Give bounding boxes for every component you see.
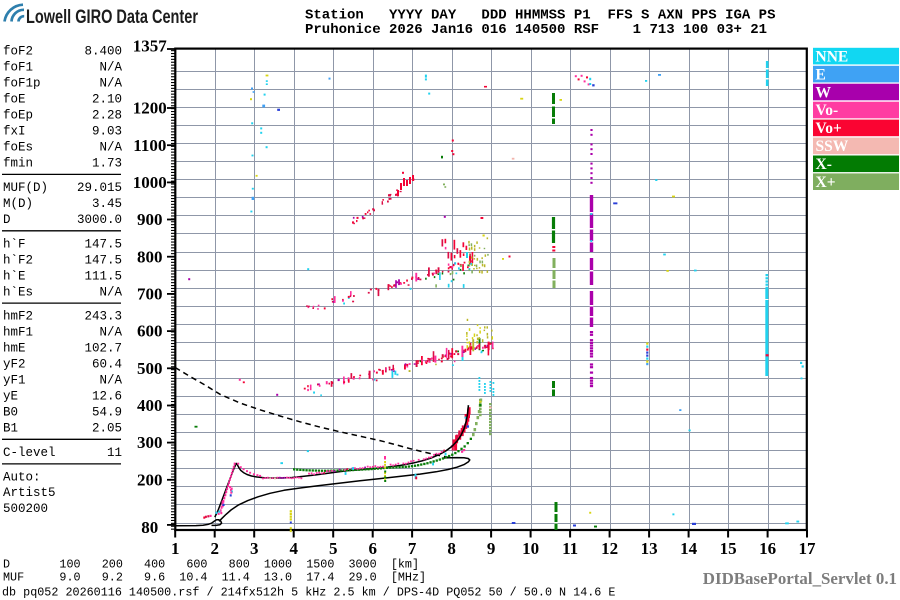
svg-text:147.5: 147.5 [84, 238, 122, 252]
svg-text:yF2: yF2 [3, 358, 26, 372]
svg-text:147.5: 147.5 [84, 254, 122, 268]
svg-text:N/A: N/A [99, 286, 122, 300]
svg-text:200: 200 [137, 470, 163, 489]
svg-text:2.05: 2.05 [92, 422, 122, 436]
svg-text:N/A: N/A [99, 60, 122, 74]
svg-text:Pruhonice 2026 Jan16 016 14050: Pruhonice 2026 Jan16 016 140500 RSF 1 71… [305, 22, 767, 38]
svg-text:foE: foE [3, 92, 26, 106]
svg-text:400: 400 [137, 396, 163, 415]
svg-text:9: 9 [487, 539, 496, 558]
svg-text:DIDBasePortal_Servlet 0.1: DIDBasePortal_Servlet 0.1 [703, 569, 897, 588]
svg-text:243.3: 243.3 [84, 310, 122, 324]
svg-text:NNE: NNE [816, 48, 849, 65]
svg-text:80: 80 [141, 518, 158, 537]
svg-text:1100: 1100 [133, 136, 166, 155]
svg-text:Auto:: Auto: [3, 471, 41, 485]
svg-text:8: 8 [447, 539, 456, 558]
svg-text:60.4: 60.4 [92, 358, 122, 372]
svg-text:2: 2 [210, 539, 219, 558]
svg-text:D: D [3, 213, 11, 227]
svg-text:16: 16 [759, 539, 776, 558]
svg-text:MUF(D): MUF(D) [3, 181, 48, 195]
svg-text:700: 700 [137, 285, 163, 304]
svg-text:300: 300 [137, 433, 163, 452]
svg-text:500: 500 [137, 359, 163, 378]
svg-text:1200: 1200 [133, 99, 167, 118]
svg-text:11: 11 [562, 539, 578, 558]
svg-text:hmE: hmE [3, 342, 26, 356]
svg-text:29.015: 29.015 [77, 181, 122, 195]
svg-text:12: 12 [601, 539, 618, 558]
svg-text:900: 900 [137, 210, 163, 229]
svg-text:Vo-: Vo- [816, 102, 839, 119]
svg-text:Vo+: Vo+ [816, 120, 843, 137]
svg-text:hmF1: hmF1 [3, 326, 33, 340]
svg-text:1000: 1000 [133, 173, 167, 192]
svg-text:h`F2: h`F2 [3, 254, 33, 268]
svg-text:N/A: N/A [99, 374, 122, 388]
svg-text:yF1: yF1 [3, 374, 26, 388]
svg-text:db pq052 20260116 140500.rsf /: db pq052 20260116 140500.rsf / 214fx512h… [2, 586, 615, 600]
svg-text:5: 5 [329, 539, 338, 558]
svg-text:fmin: fmin [3, 156, 33, 170]
svg-text:D 100 200 400 600: D 100 200 400 600 800 1000 1500 3000 [km… [3, 558, 419, 572]
svg-text:N/A: N/A [99, 76, 122, 90]
svg-text:1357: 1357 [133, 37, 168, 56]
svg-text:102.7: 102.7 [84, 342, 122, 356]
svg-text:W: W [816, 84, 832, 101]
svg-text:14: 14 [680, 539, 698, 558]
svg-text:12.6: 12.6 [92, 390, 122, 404]
svg-text:500200: 500200 [3, 502, 48, 516]
svg-text:foEp: foEp [3, 108, 33, 122]
svg-text:Station YYYY DAY DDD HHMMS: Station YYYY DAY DDD HHMMSS P1 FFS S AXN… [305, 7, 775, 23]
svg-text:6: 6 [368, 539, 377, 558]
svg-text:foF1p: foF1p [3, 76, 41, 90]
svg-text:1: 1 [171, 539, 180, 558]
svg-text:8.400: 8.400 [84, 44, 122, 58]
svg-text:fxI: fxI [3, 124, 26, 138]
svg-text:54.9: 54.9 [92, 406, 122, 420]
svg-text:h`E: h`E [3, 270, 26, 284]
svg-text:1.73: 1.73 [92, 156, 122, 170]
svg-text:E: E [816, 66, 826, 83]
svg-text:foF1: foF1 [3, 60, 33, 74]
svg-text:foEs: foEs [3, 140, 33, 154]
svg-text:600: 600 [137, 322, 163, 341]
svg-text:3000.0: 3000.0 [77, 213, 122, 227]
svg-text:2.10: 2.10 [92, 92, 122, 106]
svg-text:h`Es: h`Es [3, 286, 33, 300]
svg-text:3.45: 3.45 [92, 197, 122, 211]
svg-text:3: 3 [250, 539, 259, 558]
svg-text:foF2: foF2 [3, 44, 33, 58]
svg-text:7: 7 [408, 539, 417, 558]
svg-text:17: 17 [799, 539, 817, 558]
svg-text:N/A: N/A [99, 326, 122, 340]
svg-text:B0: B0 [3, 406, 18, 420]
svg-text:800: 800 [137, 247, 163, 266]
svg-text:Lowell GIRO Data Center: Lowell GIRO Data Center [26, 6, 198, 28]
svg-text:C-level: C-level [3, 446, 56, 460]
svg-text:yE: yE [3, 390, 18, 404]
svg-text:hmF2: hmF2 [3, 310, 33, 324]
svg-text:13: 13 [641, 539, 658, 558]
svg-text:X-: X- [816, 156, 832, 173]
svg-text:MUF 9.0 9.2 9.6 10.4: MUF 9.0 9.2 9.6 10.4 11.4 13.0 17.4 29.0… [3, 570, 426, 584]
svg-text:9.03: 9.03 [92, 124, 122, 138]
svg-text:10: 10 [522, 539, 539, 558]
svg-text:15: 15 [720, 539, 737, 558]
svg-text:4: 4 [289, 539, 298, 558]
svg-text:11: 11 [107, 446, 122, 460]
svg-text:SSW: SSW [816, 138, 849, 155]
svg-text:N/A: N/A [99, 140, 122, 154]
svg-text:2.28: 2.28 [92, 108, 122, 122]
svg-text:M(D): M(D) [3, 197, 33, 211]
svg-text:X+: X+ [816, 174, 836, 191]
svg-text:Artist5: Artist5 [3, 486, 56, 500]
svg-text:h`F: h`F [3, 238, 26, 252]
svg-text:111.5: 111.5 [84, 270, 122, 284]
svg-text:B1: B1 [3, 422, 18, 436]
